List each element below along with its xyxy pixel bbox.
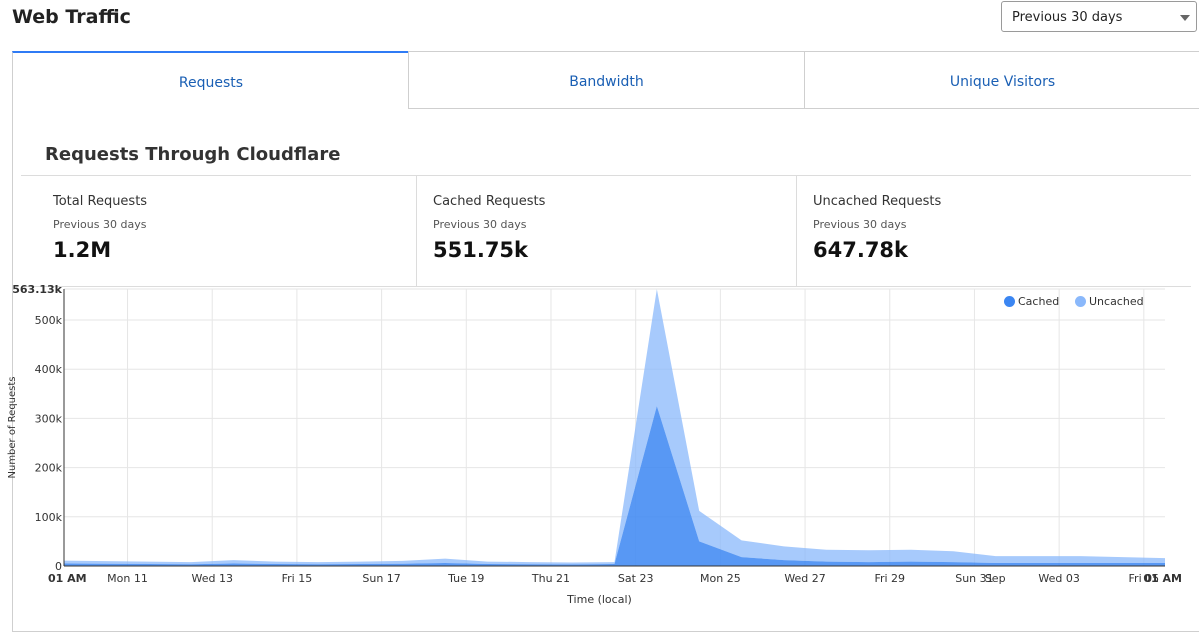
- x-tick-label: Sep: [985, 572, 1006, 585]
- legend-label: Cached: [1018, 295, 1060, 308]
- stat-total-requests: Total Requests Previous 30 days 1.2M: [21, 176, 417, 286]
- series-area-cached: [64, 406, 1165, 566]
- y-tick-label: 0: [55, 560, 62, 573]
- y-tick-label: 500k: [35, 314, 63, 327]
- tab-bandwidth[interactable]: Bandwidth: [408, 51, 805, 109]
- y-tick-label: 400k: [35, 363, 63, 376]
- x-axis-title: Time (local): [566, 593, 632, 606]
- legend-swatch-uncached: [1075, 296, 1086, 307]
- x-tick-label: Sun 31: [955, 572, 993, 585]
- tab-label: Unique Visitors: [949, 74, 1056, 90]
- stat-label: Cached Requests: [433, 194, 546, 209]
- x-tick-label: Tue 19: [447, 572, 484, 585]
- y-tick-label: 200k: [35, 462, 63, 475]
- x-tick-label: Mon 11: [107, 572, 148, 585]
- legend-label: Uncached: [1089, 295, 1144, 308]
- requests-area-chart: 0 100k 200k 300k 400k 500k 563.13k 01 AM Mon 11 W…: [7, 283, 1182, 606]
- section-title: Requests Through Cloudflare: [45, 144, 341, 165]
- y-axis-title: Number of Requests: [7, 377, 18, 479]
- chevron-down-icon: [1180, 15, 1190, 21]
- x-tick-label: Sun 17: [362, 572, 400, 585]
- stat-label: Total Requests: [53, 194, 148, 209]
- x-tick-label: 01 AM: [48, 572, 87, 585]
- x-tick-label: Wed 03: [1038, 572, 1079, 585]
- stat-value: 1.2M: [53, 238, 112, 262]
- x-tick-label: Fri 29: [874, 572, 905, 585]
- legend-item-cached[interactable]: Cached: [1004, 295, 1059, 308]
- y-max-label: 563.13k: [12, 283, 62, 296]
- tab-requests[interactable]: Requests: [12, 51, 409, 109]
- x-tick-label: 01 AM: [1143, 572, 1182, 585]
- y-tick-label: 300k: [35, 412, 63, 425]
- legend-swatch-cached: [1004, 296, 1015, 307]
- series-area-uncached: [64, 289, 1165, 565]
- stat-value: 551.75k: [433, 238, 529, 262]
- divider: [21, 286, 1191, 287]
- tab-label: Requests: [178, 75, 244, 91]
- divider: [21, 175, 1191, 176]
- stat-label: Uncached Requests: [813, 194, 942, 209]
- x-tick-label: Fri 05: [1129, 572, 1160, 585]
- page-title: Web Traffic: [12, 6, 131, 28]
- x-tick-label: Wed 27: [784, 572, 825, 585]
- stat-uncached-requests: Uncached Requests Previous 30 days 647.7…: [781, 176, 1191, 286]
- stat-period: Previous 30 days: [813, 218, 907, 231]
- x-tick-label: Mon 25: [700, 572, 741, 585]
- stat-period: Previous 30 days: [53, 218, 147, 231]
- date-range-select[interactable]: Previous 30 days: [1001, 1, 1197, 32]
- stat-period: Previous 30 days: [433, 218, 527, 231]
- x-tick-label: Fri 15: [282, 572, 313, 585]
- stat-value: 647.78k: [813, 238, 909, 262]
- x-tick-label: Thu 21: [531, 572, 570, 585]
- date-range-value: Previous 30 days: [1012, 10, 1123, 25]
- stat-cached-requests: Cached Requests Previous 30 days 551.75k: [401, 176, 797, 286]
- tab-label: Bandwidth: [569, 74, 644, 90]
- x-tick-label: Sat 23: [618, 572, 654, 585]
- legend-item-uncached[interactable]: Uncached: [1075, 295, 1144, 308]
- x-tick-label: Wed 13: [191, 572, 232, 585]
- tab-unique-visitors[interactable]: Unique Visitors: [804, 51, 1199, 109]
- y-tick-label: 100k: [35, 511, 63, 524]
